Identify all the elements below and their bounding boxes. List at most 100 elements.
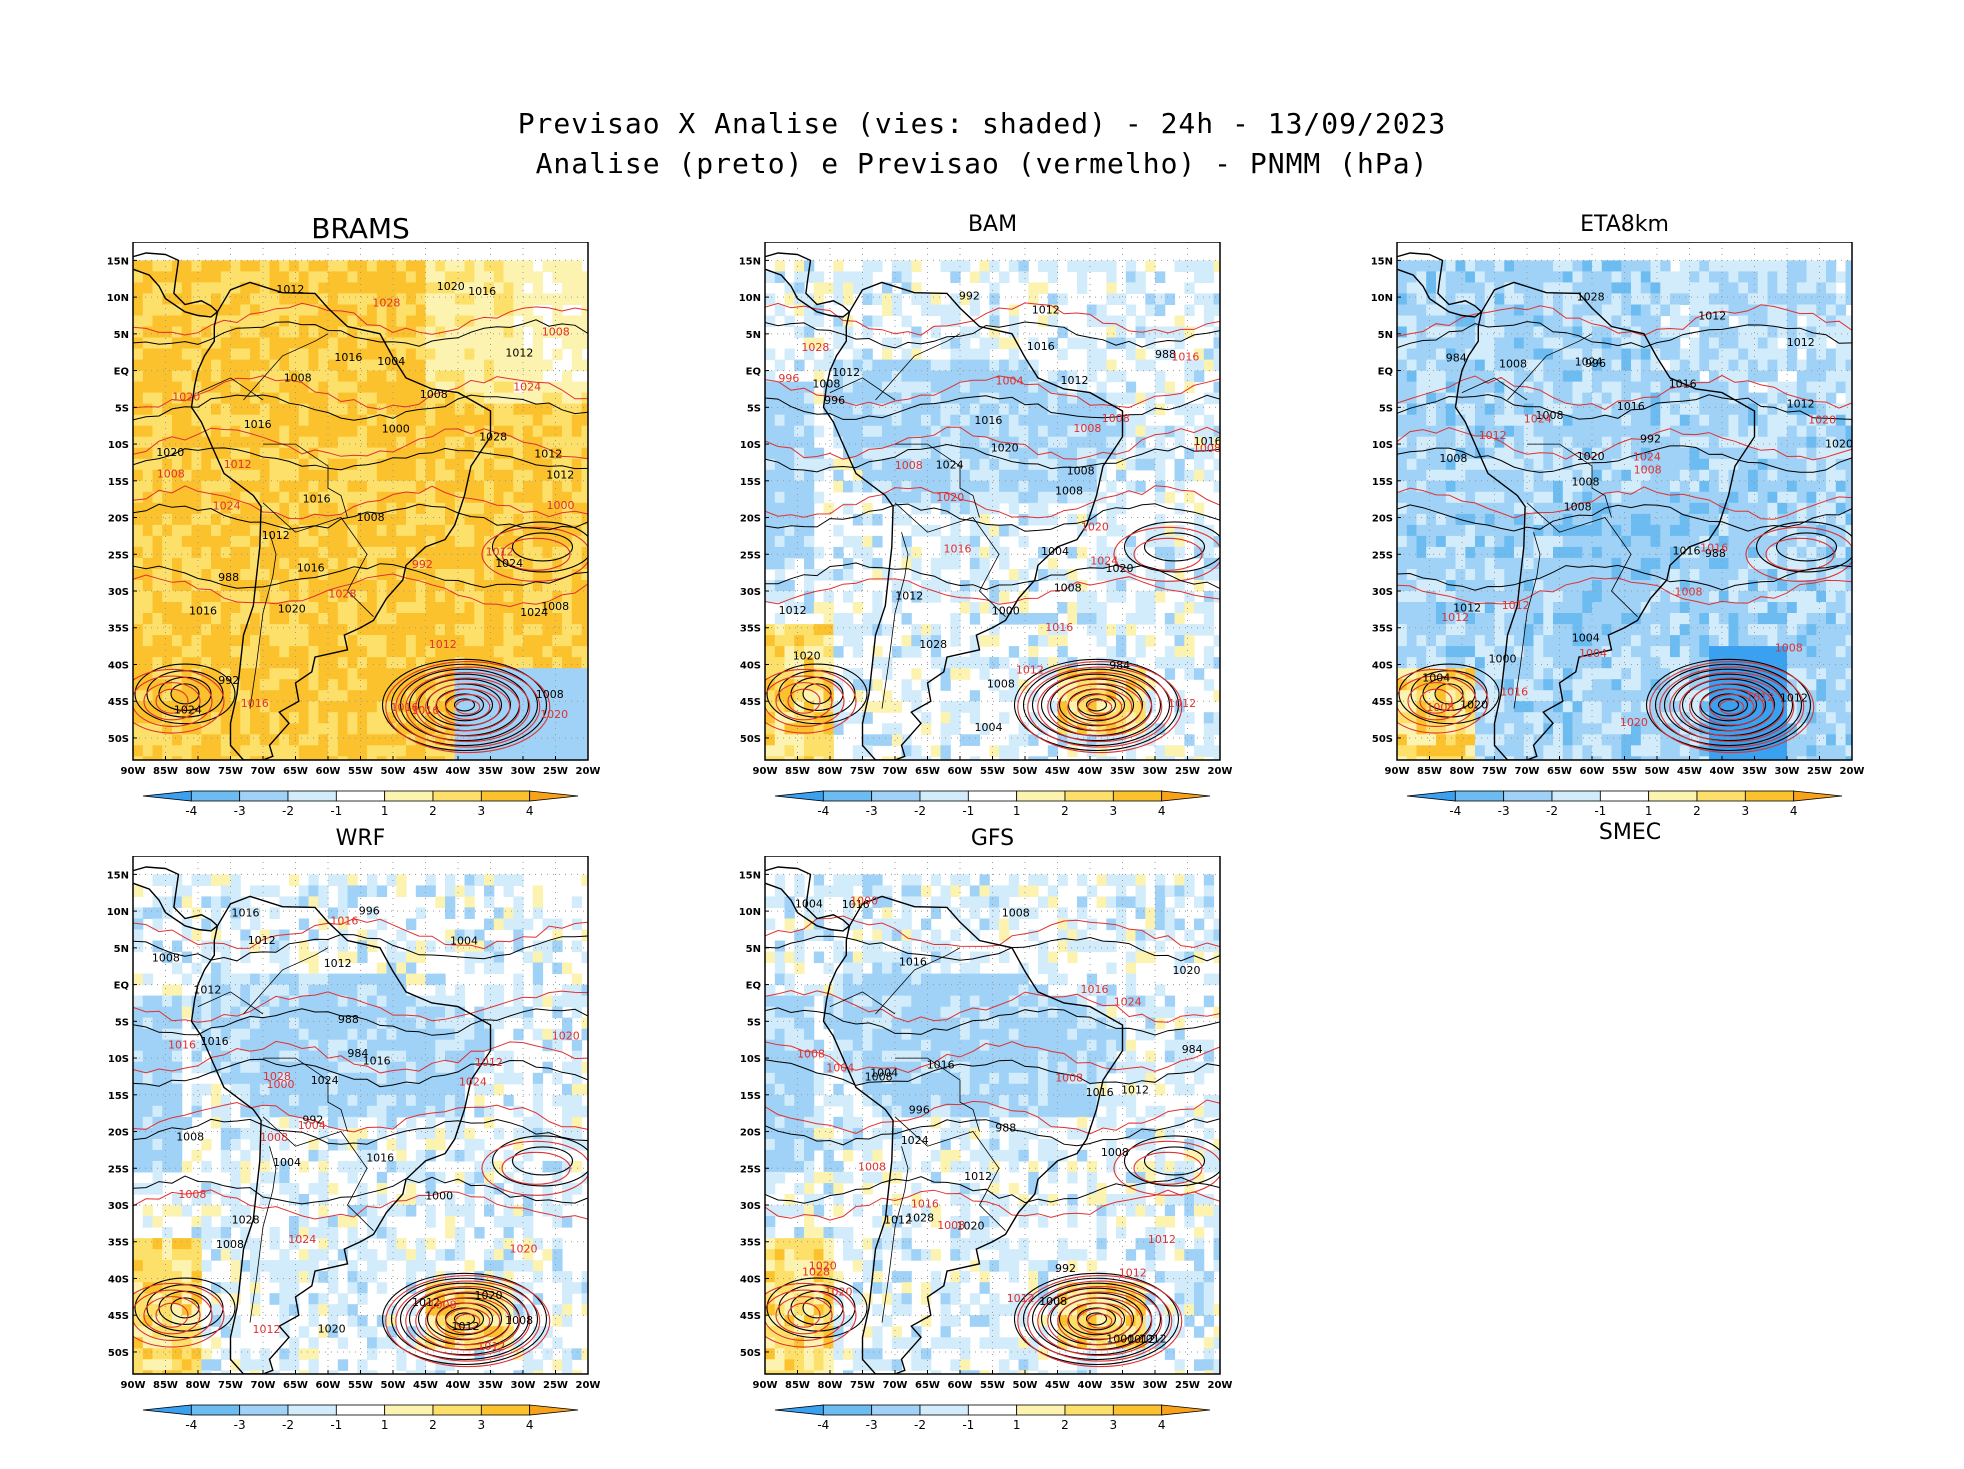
map-panel-eta8km: 1012100810121008101610201024101610121008… [1357, 242, 1872, 855]
forecast-contour-label: 1008 [1073, 422, 1101, 435]
analysis-contour-label: 992 [959, 290, 980, 303]
lat-tick-label: 20S [108, 514, 129, 525]
colorbar-label: -4 [185, 1418, 197, 1432]
colorbar-label: -2 [1546, 804, 1558, 818]
lon-tick-label: 25W [1807, 766, 1832, 777]
lon-tick-label: 45W [413, 1380, 438, 1391]
analysis-contour-label: 1012 [1127, 1333, 1155, 1346]
analysis-contour-label: 988 [218, 571, 239, 584]
lon-tick-label: 25W [1175, 766, 1200, 777]
colorbar-label: -4 [817, 1418, 829, 1432]
analysis-contour-label: 1008 [1572, 476, 1600, 489]
lon-tick-label: 60W [948, 766, 973, 777]
lon-tick-label: 50W [381, 1380, 406, 1391]
forecast-contour-label: 1012 [1148, 1233, 1176, 1246]
analysis-contour-label: 1016 [1027, 340, 1055, 353]
lon-tick-label: 65W [1547, 766, 1572, 777]
colorbar-label: -4 [817, 804, 829, 818]
forecast-contour-label: 1008 [1426, 701, 1454, 714]
colorbar-label: 2 [429, 804, 437, 818]
lon-tick-label: 85W [785, 1380, 810, 1391]
forecast-contour-label: 1012 [475, 1056, 503, 1069]
lat-tick-label: 10N [107, 293, 129, 304]
lat-tick-label: 50S [108, 1348, 129, 1359]
analysis-contour-label: 1012 [1787, 336, 1815, 349]
lon-tick-label: 80W [186, 1380, 211, 1391]
analysis-contour-label: 1004 [795, 898, 823, 911]
lon-tick-label: 25W [543, 766, 568, 777]
colorbar-segment [1017, 791, 1065, 801]
analysis-contour-label: 1012 [1787, 398, 1815, 411]
colorbar-segment [288, 1405, 336, 1415]
lat-tick-label: 15S [1372, 477, 1393, 488]
lat-tick-label: 5N [1378, 330, 1393, 341]
colorbar-label: -3 [866, 1418, 878, 1432]
lat-tick-label: 30S [740, 1201, 761, 1212]
lon-tick-label: 30W [1775, 766, 1800, 777]
forecast-contour-label: 1028 [328, 588, 356, 601]
lon-tick-label: 20W [576, 766, 601, 777]
lon-tick-label: 65W [915, 1380, 940, 1391]
lat-tick-label: 40S [108, 1274, 129, 1285]
forecast-contour-label: 1004 [298, 1119, 326, 1132]
map-area: 1012100810121008101610201024101610121008… [752, 242, 1225, 768]
colorbar-label: -3 [866, 804, 878, 818]
forecast-contour-label: 1020 [1808, 414, 1836, 427]
colorbar-segment [1065, 1405, 1113, 1415]
analysis-contour-label: 1004 [273, 1156, 301, 1169]
analysis-contour-label: 984 [347, 1047, 368, 1060]
lat-tick-label: 25S [108, 550, 129, 561]
analysis-contour-label: 1016 [244, 418, 272, 431]
forecast-contour-label: 1020 [540, 708, 568, 721]
lon-tick-label: 35W [1110, 1380, 1135, 1391]
forecast-contour-label: 1004 [1579, 647, 1607, 660]
lat-tick-label: 45S [740, 1311, 761, 1322]
colorbar-left-arrow [143, 791, 191, 801]
analysis-contour-label: 1012 [884, 1213, 912, 1226]
analysis-contour-label: 1016 [232, 906, 260, 919]
colorbar-segment [920, 791, 968, 801]
colorbar-segment [481, 1405, 529, 1415]
forecast-contour-label: 1008 [1775, 642, 1803, 655]
analysis-contour-label: 1016 [189, 605, 217, 618]
analysis-contour-label: 1000 [992, 605, 1020, 618]
colorbar-segment [385, 791, 433, 801]
lat-tick-label: 5N [114, 330, 129, 341]
forecast-contour-label: 1008 [157, 467, 185, 480]
lon-tick-label: 45W [1677, 766, 1702, 777]
forecast-contour-label: 1012 [1746, 691, 1774, 704]
analysis-contour-label: 1012 [534, 447, 562, 460]
lon-tick-label: 70W [251, 1380, 276, 1391]
colorbar-label: 4 [526, 1418, 534, 1432]
colorbar-segment [191, 791, 239, 801]
colorbar-left-arrow [143, 1405, 191, 1415]
analysis-contour-label: 1008 [1055, 484, 1083, 497]
colorbar-label: 3 [1110, 1418, 1118, 1432]
lon-tick-label: 40W [1078, 1380, 1103, 1391]
analysis-contour-label: 1008 [216, 1238, 244, 1251]
lat-tick-label: 10N [1371, 293, 1393, 304]
lon-tick-label: 55W [1612, 766, 1637, 777]
map-panel-bam: 1012100810121008101610201024101610121008… [725, 242, 1240, 855]
lat-tick-label: 50S [1372, 734, 1393, 745]
forecast-contour-label: 1024 [459, 1075, 487, 1088]
panel-title-gfs: GFS [765, 826, 1220, 851]
analysis-contour-label: 984 [1109, 659, 1130, 672]
lon-tick-label: 85W [153, 766, 178, 777]
lon-tick-label: 45W [1045, 1380, 1070, 1391]
forecast-contour-label: 1016 [1171, 350, 1199, 363]
forecast-contour-label: 1012 [1007, 1292, 1035, 1305]
lat-tick-label: 50S [740, 734, 761, 745]
lon-tick-label: 20W [1208, 766, 1233, 777]
colorbar-segment [1745, 791, 1793, 801]
colorbar-label: 4 [526, 804, 534, 818]
colorbar-left-arrow [775, 791, 823, 801]
colorbar-label: 2 [1693, 804, 1701, 818]
colorbar-label: -3 [234, 1418, 246, 1432]
forecast-contour-label: 1012 [1441, 611, 1469, 624]
forecast-contour-label: 1008 [858, 1160, 886, 1173]
analysis-contour-label: 1012 [276, 283, 304, 296]
lon-tick-label: 65W [915, 766, 940, 777]
colorbar-label: -2 [914, 1418, 926, 1432]
lon-tick-label: 75W [850, 766, 875, 777]
